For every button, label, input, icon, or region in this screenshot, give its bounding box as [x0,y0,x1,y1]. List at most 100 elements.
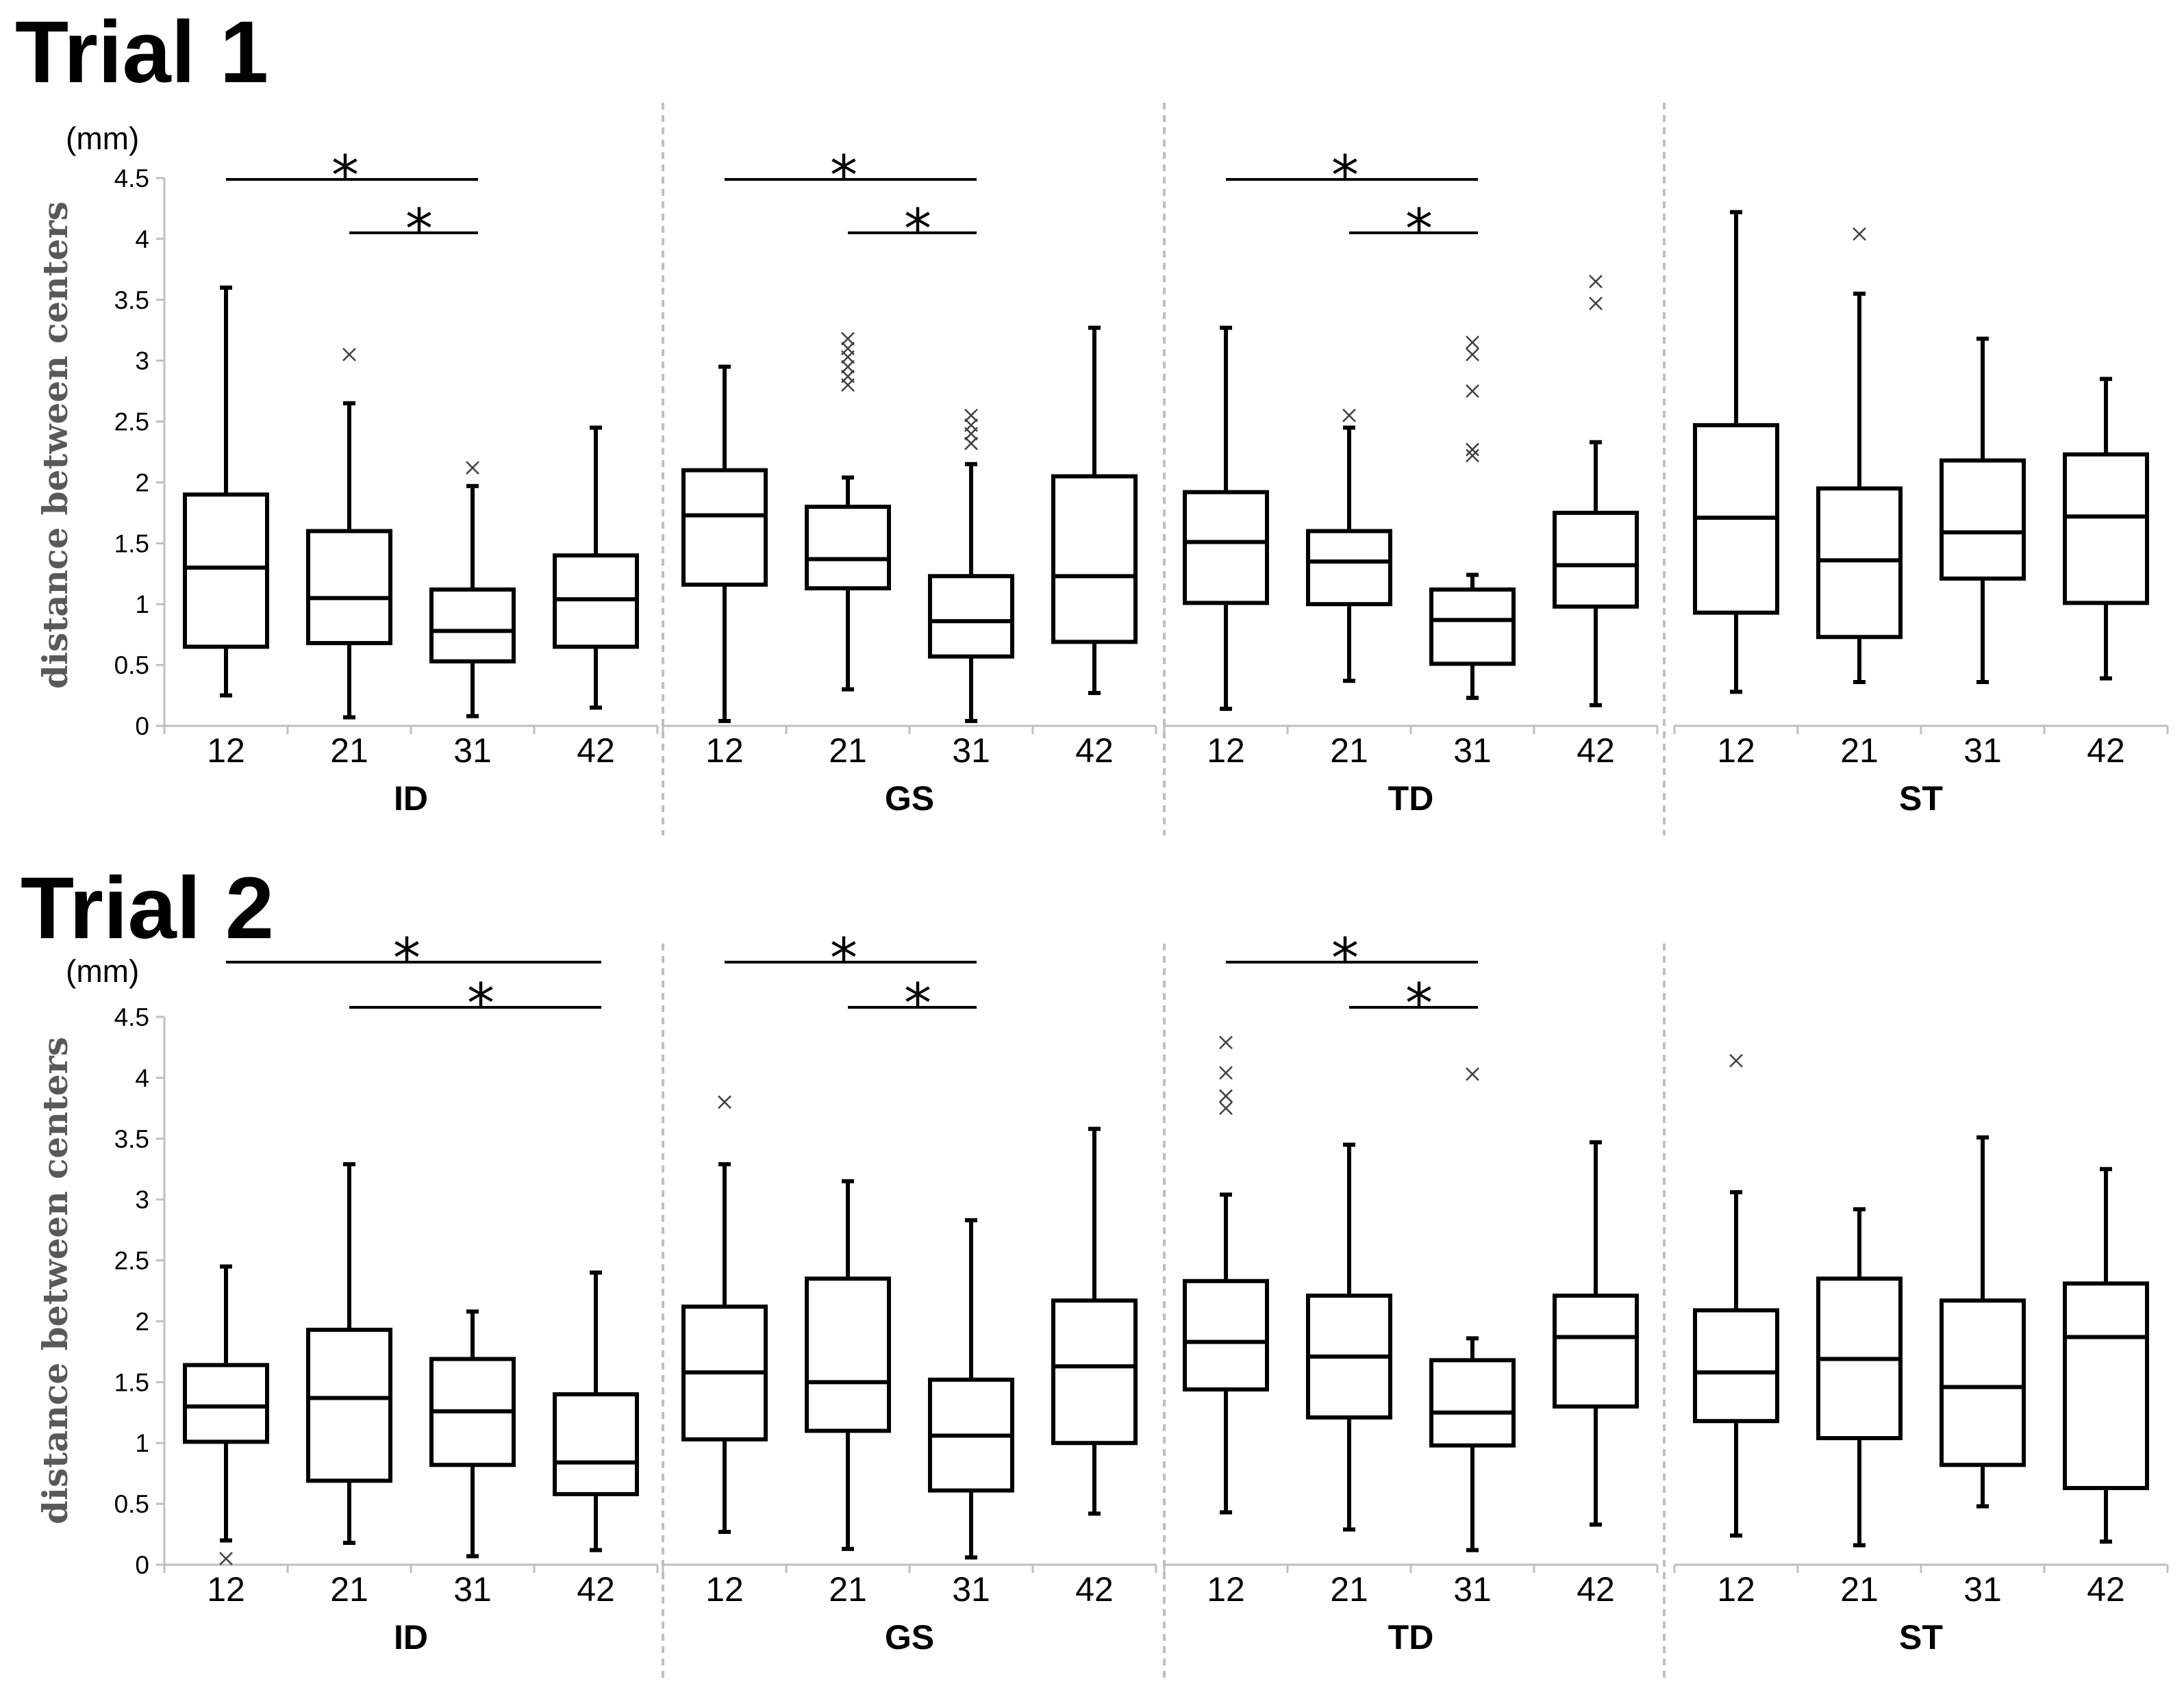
y-tick-label: 4 [135,1064,149,1092]
iqr-box [1553,1294,1639,1409]
trial-1-plot: 0 0.5 1 1.5 2 2.5 3 3.5 4 4.5 12 21 31 42 ID * * 12 21 31 42… [114,103,2169,835]
x-tick-label: 42 [577,1570,615,1609]
outlier-stroke [841,360,855,374]
box-td-42 [1553,1140,1639,1527]
outlier-stroke [964,408,978,423]
outlier-stroke [841,342,855,355]
outlier-stroke [1466,1067,1479,1081]
y-tick-label: 4.5 [114,164,149,192]
significance-bracket: * [1349,972,1478,1035]
box-td-12 [1183,1035,1269,1515]
box-id-12 [183,286,269,698]
group-label: GS [885,1618,934,1656]
significance-bracket: * [349,972,601,1035]
box-td-21 [1306,408,1392,683]
outlier-marker [1219,1066,1233,1080]
trial-1-group-td: 12 21 31 42 TD * * [1163,144,1659,818]
y-tick-label: 3.5 [114,286,149,314]
y-tick-label: 0.5 [114,1490,149,1518]
x-tick-label: 42 [1577,731,1615,770]
outlier-marker [1342,408,1356,423]
outlier-marker [1466,449,1479,463]
outlier-marker [1219,1101,1233,1116]
y-tick-label: 2 [135,468,149,496]
trial-2-title: Trial 2 [21,859,274,957]
x-tick-label: 21 [829,1570,867,1609]
outlier-stroke [1466,336,1479,349]
outlier-stroke [1219,1035,1233,1050]
iqr-box [805,1276,891,1433]
significance-bracket: * [1226,144,1478,207]
x-tick-label: 42 [1577,1570,1615,1609]
box-td-42 [1553,275,1639,707]
significance-bracket: * [848,972,977,1035]
box-st-21 [1816,1207,1903,1548]
outlier-marker [1853,227,1866,241]
group-label: TD [1388,1618,1434,1656]
group-label: ST [1899,1618,1943,1656]
x-tick-label: 12 [207,731,245,770]
significance-bracket: * [1349,197,1478,261]
box-td-31 [1429,336,1516,701]
iqr-box [183,1363,269,1444]
x-tick-label: 42 [2087,1570,2125,1609]
significance-star: * [1405,197,1433,261]
box-gs-12 [681,364,768,723]
box-td-21 [1306,1142,1392,1532]
outlier-marker [841,331,855,346]
significance-star: * [405,197,433,261]
box-gs-42 [1051,325,1138,695]
y-tick-label: 0.5 [114,651,149,679]
iqr-box [2063,452,2149,605]
box-id-31 [429,461,516,718]
outlier-stroke [1342,408,1356,423]
outlier-stroke [1589,297,1603,310]
significance-star: * [904,197,931,261]
x-tick-label: 31 [1453,1570,1492,1609]
y-tick-label: 3 [135,1186,149,1214]
iqr-box [1693,1308,1779,1424]
trial-1-unit-label: (mm) [66,121,139,156]
outlier-stroke [841,369,855,383]
outlier-stroke [964,436,978,451]
box-st-12 [1693,1054,1779,1538]
trial-2-group-td: 12 21 31 42 TD * * [1163,927,1659,1656]
trial-1-title: Trial 1 [15,3,268,101]
significance-star: * [1405,972,1433,1035]
outlier-stroke [466,461,479,475]
box-gs-12 [681,1095,768,1534]
box-gs-31 [928,1218,1014,1560]
iqr-box [1429,1358,1516,1448]
outlier-marker [841,369,855,383]
trial-2-group-id: 12 21 31 42 ID * * [163,927,659,1656]
x-tick-label: 12 [705,1570,744,1609]
outlier-marker [1466,347,1479,362]
box-st-31 [1940,336,2026,684]
x-tick-label: 31 [1963,1570,2002,1609]
x-tick-label: 21 [1330,1570,1368,1609]
outlier-marker [1219,1089,1233,1103]
box-st-31 [1940,1135,2026,1509]
box-st-21 [1816,227,1903,684]
significance-star: * [830,927,857,990]
outlier-marker [466,461,479,475]
y-tick-label: 2 [135,1307,149,1335]
x-tick-label: 31 [1453,731,1492,770]
group-label: ST [1899,779,1943,818]
x-tick-label: 31 [453,731,492,770]
outlier-stroke [1589,275,1603,288]
significance-star: * [467,972,494,1035]
outlier-marker [964,418,978,432]
iqr-box [1183,1278,1269,1392]
y-tick-label: 3.5 [114,1125,149,1153]
iqr-box [183,492,269,649]
iqr-box [1429,587,1516,666]
significance-bracket: * [226,144,478,207]
significance-bracket: * [349,197,478,261]
y-tick-label: 1 [135,1429,149,1457]
group-label: TD [1388,779,1434,818]
trial-2-group-st: 12 21 31 42 ST [1673,1054,2169,1656]
outlier-stroke [1729,1054,1743,1068]
outlier-marker [841,342,855,355]
outlier-stroke [342,347,356,362]
